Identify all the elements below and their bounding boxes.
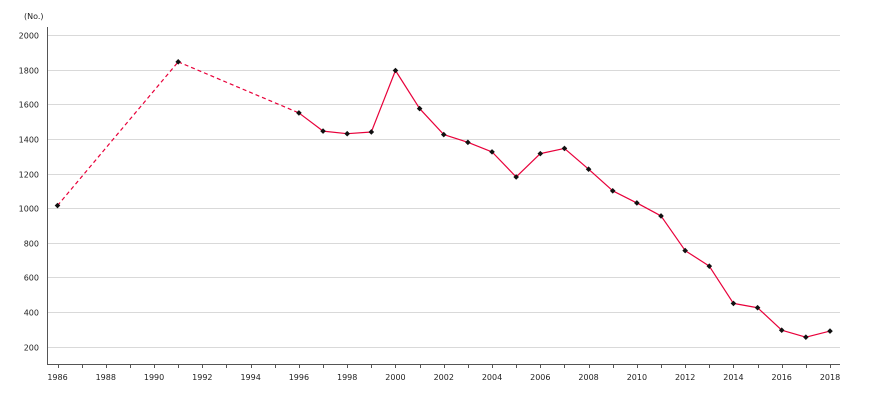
series-segment	[660, 215, 686, 251]
data-point-2016	[778, 327, 785, 334]
series-segment	[781, 329, 807, 338]
data-point-2002	[440, 131, 447, 138]
data-point-2017	[803, 334, 809, 340]
data-point-2001	[416, 105, 423, 112]
data-point-2013	[706, 263, 713, 269]
data-point-2004	[489, 149, 495, 155]
series-segment	[515, 153, 541, 178]
data-point-2014	[730, 300, 737, 307]
data-point-2010	[634, 200, 640, 206]
series-segment	[708, 265, 734, 304]
y-tick-label: 600	[24, 274, 39, 283]
y-tick-label: 800	[24, 240, 39, 249]
x-tick-label: 2014	[723, 373, 743, 382]
data-point-2000	[392, 67, 399, 74]
series-segment-dashed	[57, 61, 179, 206]
x-tick-label: 1998	[337, 373, 357, 382]
y-tick-label: 1600	[19, 101, 39, 110]
y-tick-label: 400	[24, 309, 39, 318]
data-point-1996	[296, 110, 302, 116]
series-segment	[467, 141, 493, 153]
data-point-1991	[175, 59, 182, 65]
y-tick-label: 1200	[19, 171, 39, 180]
series-segment	[370, 70, 397, 133]
data-point-2006	[537, 150, 544, 157]
series-segment	[394, 70, 421, 109]
x-tick-label: 2004	[482, 373, 502, 382]
y-unit-label: (No.)	[24, 12, 44, 21]
series-segment	[733, 302, 758, 309]
gridlines	[47, 35, 840, 348]
series-segment	[612, 190, 638, 204]
x-tick-label: 2012	[675, 373, 695, 382]
x-tick-label: 2002	[434, 373, 454, 382]
series-segment	[636, 202, 662, 217]
axes	[47, 27, 840, 365]
series-segment	[419, 108, 445, 135]
data-point-1997	[320, 128, 326, 134]
x-tick-label: 2018	[820, 373, 840, 382]
y-tick-label: 2000	[19, 32, 39, 41]
x-tick-label: 1986	[47, 373, 67, 382]
data-point-2008	[585, 166, 592, 172]
data-point-1999	[368, 129, 375, 135]
data-point-2012	[682, 247, 688, 254]
data-point-2009	[609, 188, 616, 194]
data-point-2003	[465, 139, 471, 146]
y-tick-label: 200	[24, 344, 39, 353]
data-point-1986	[54, 202, 61, 209]
series-segment	[298, 112, 324, 132]
y-tick-label: 1800	[19, 67, 39, 76]
series-segment	[684, 250, 710, 267]
series-segment	[322, 130, 348, 135]
data-point-1998	[344, 130, 350, 137]
x-tick-label: 1988	[96, 373, 116, 382]
series-segment	[540, 147, 565, 155]
x-tick-label: 2000	[385, 373, 405, 382]
x-tick-label: 1994	[240, 373, 260, 382]
series-markers	[54, 59, 833, 340]
y-axis-ticks: 200 400 600 800 1000 1200 1400 1600 1800 2000	[19, 32, 39, 353]
x-tick-label: 2010	[627, 373, 647, 382]
y-tick-label: 1400	[19, 136, 39, 145]
x-tick-label: 1992	[192, 373, 212, 382]
x-tick-label: 1996	[289, 373, 309, 382]
data-point-2007	[561, 145, 568, 152]
x-tick-label: 1990	[144, 373, 164, 382]
data-point-2005	[513, 174, 519, 180]
series-segment	[805, 330, 831, 338]
series-segment-dashed	[177, 61, 300, 114]
x-tick-label: 2016	[772, 373, 792, 382]
x-tick-label: 2008	[578, 373, 598, 382]
series-segment	[588, 168, 614, 192]
data-point-2011	[658, 213, 664, 219]
series-segment	[347, 131, 372, 135]
data-point-2018	[827, 328, 833, 334]
x-axis-ticks: 1986 1988 1990 1992 1994 1996 1998 2000 2002 2004…	[47, 364, 840, 382]
data-point-2015	[754, 304, 761, 311]
series-line	[57, 61, 831, 338]
x-tick-label: 2006	[530, 373, 550, 382]
series-segment	[564, 147, 589, 170]
series-segment	[491, 151, 517, 178]
series-segment	[443, 133, 469, 143]
y-tick-label: 1000	[19, 205, 39, 214]
series-segment	[757, 307, 783, 331]
